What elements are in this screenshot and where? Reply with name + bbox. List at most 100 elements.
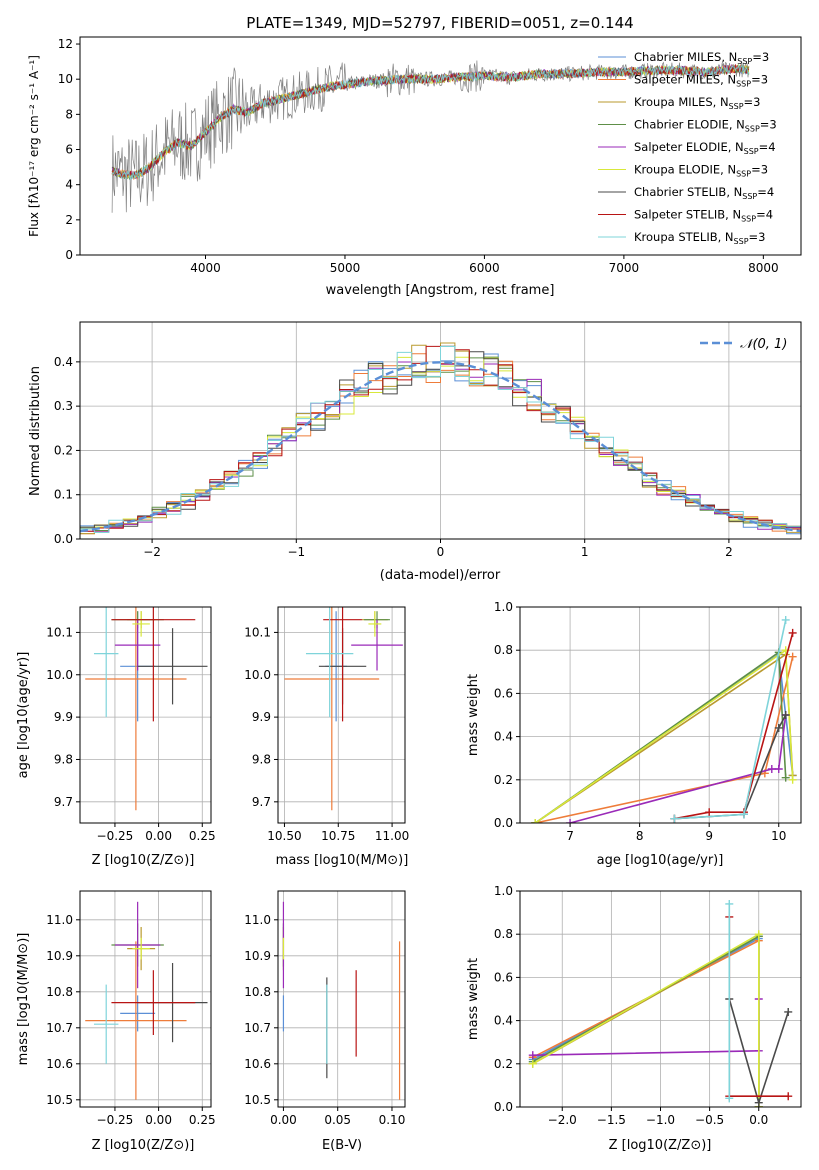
x-tick-label: 0.00: [145, 1113, 172, 1127]
axes-frame: [79, 890, 212, 1108]
x-tick-label: 5000: [330, 261, 361, 275]
x-tick-label: 0: [437, 545, 445, 559]
weight-line: [674, 714, 787, 820]
weight-line: [532, 935, 760, 1107]
x-tick-label: −2: [143, 545, 161, 559]
y-tick-label: 0.8: [494, 927, 513, 941]
y-tick-label: 9.9: [54, 710, 73, 724]
wAge-ylabel: mass weight: [466, 674, 481, 756]
weight-marker: [566, 819, 575, 823]
y-tick-label: 4: [65, 178, 73, 192]
ageZ-ylabel: age [log10(age/yr)]: [16, 652, 31, 779]
x-tick-label: 7: [566, 829, 574, 843]
age-vs-mass-panel: 10.50 10.75 11.00 9.7 9.8 9.9 10.0 10.1: [244, 606, 409, 843]
weight-line: [532, 939, 760, 1107]
spectrum-panel: 4000 5000 6000 7000 8000 0 2 4 6 8 10 12 Chabrier MI…: [58, 36, 802, 275]
x-tick-label: 6000: [469, 261, 500, 275]
y-tick-label: 11.0: [46, 913, 73, 927]
x-tick-label: −1: [287, 545, 305, 559]
y-tick-label: 0.3: [54, 399, 73, 413]
massZ-xlabel: Z [log10(Z/Z⊙)]: [92, 1138, 195, 1153]
plot-area: [80, 342, 801, 535]
weight-marker: [754, 930, 763, 939]
plot-area: [85, 607, 208, 811]
legend-entry: Kroupa STELIB, NSSP=3: [634, 230, 765, 246]
axes-frame: [79, 36, 802, 256]
weight-line: [532, 999, 760, 1056]
y-tick-label: 0.2: [494, 1057, 513, 1071]
weight-marker: [781, 615, 790, 624]
legend-entry: Salpeter MILES, NSSP=3: [634, 73, 768, 89]
y-tick-label: 10.0: [244, 668, 271, 682]
y-tick-label: 0.2: [54, 443, 73, 457]
x-tick-label: 0.00: [270, 1113, 297, 1127]
x-tick-label: −0.25: [97, 829, 134, 843]
y-tick-label: 0.8: [494, 643, 513, 657]
plot-area: [85, 901, 208, 1100]
axes-frame: [277, 890, 406, 1108]
residual-histogram: [80, 346, 801, 533]
weight-marker: [774, 765, 783, 773]
y-tick-label: 1.0: [494, 600, 513, 614]
data-spectrum-line: [111, 60, 750, 213]
x-tick-label: 10.50: [267, 829, 301, 843]
legend-entry: 𝒩(0, 1): [740, 337, 787, 352]
x-tick-label: 0.05: [324, 1113, 351, 1127]
y-tick-label: 6: [65, 143, 73, 157]
weight-marker: [767, 765, 776, 773]
x-tick-label: 0.10: [379, 1113, 406, 1127]
x-tick-label: −1.0: [646, 1113, 675, 1127]
y-tick-label: 10.1: [244, 625, 271, 639]
weight-vs-metallicity-panel: −2.0 −1.5 −1.0 −0.5 0.0 0.0 0.2 0.4 0.6 0.8 1.0: [494, 884, 802, 1127]
y-tick-label: 0: [65, 248, 73, 262]
weight-marker: [781, 711, 790, 719]
y-tick-label: 0.0: [494, 816, 513, 830]
y-tick-label: 10.8: [46, 985, 73, 999]
y-tick-label: 0.6: [494, 686, 513, 700]
x-tick-label: 1: [581, 545, 589, 559]
y-tick-label: 2: [65, 213, 73, 227]
y-tick-label: 9.9: [252, 710, 271, 724]
y-tick-label: 10: [58, 72, 73, 86]
age-vs-metallicity-panel: −0.25 0.00 0.25 9.7 9.8 9.9 10.0 10.1: [46, 606, 216, 843]
x-tick-label: 4000: [190, 261, 221, 275]
weight-line: [532, 935, 760, 1107]
plot-area: [284, 607, 403, 811]
residuals-xlabel: (data-model)/error: [380, 568, 501, 583]
y-tick-label: 10.7: [244, 1021, 271, 1035]
wAge-xlabel: age [log10(age/yr)]: [597, 853, 724, 868]
wZ-ylabel: mass weight: [466, 958, 481, 1040]
y-tick-label: 9.7: [54, 795, 73, 809]
weight-line: [532, 937, 760, 1107]
y-tick-label: 0.1: [54, 488, 73, 502]
weight-marker: [670, 814, 679, 823]
y-tick-label: 9.8: [252, 752, 271, 766]
y-tick-label: 0.6: [494, 970, 513, 984]
y-tick-label: 0.4: [54, 355, 73, 369]
legend-entry: Salpeter STELIB, NSSP=4: [634, 208, 773, 224]
y-tick-label: 10.9: [244, 949, 271, 963]
x-tick-label: −0.5: [695, 1113, 724, 1127]
y-tick-label: 10.5: [46, 1093, 73, 1107]
y-tick-label: 11.0: [244, 913, 271, 927]
x-tick-label: 11.00: [375, 829, 409, 843]
weight-marker: [754, 1098, 763, 1107]
weight-marker: [528, 1051, 537, 1060]
y-tick-label: 0.4: [494, 730, 513, 744]
x-tick-label: 0.00: [145, 829, 172, 843]
y-tick-label: 9.7: [252, 795, 271, 809]
legend-entry: Kroupa MILES, NSSP=3: [634, 95, 760, 111]
axes-frame: [79, 606, 212, 824]
y-tick-label: 10.5: [244, 1093, 271, 1107]
x-tick-label: 8000: [748, 261, 779, 275]
y-tick-label: 12: [58, 37, 73, 51]
plot-area: [111, 60, 750, 213]
legend-entry: Chabrier STELIB, NSSP=4: [634, 185, 774, 201]
weight-marker: [774, 723, 783, 732]
plot-area: [531, 615, 797, 823]
mass-vs-ebv-panel: 0.00 0.05 0.10 10.5 10.6 10.7 10.8 10.9 11.0: [244, 890, 406, 1127]
legend-entry: Kroupa ELODIE, NSSP=3: [634, 163, 768, 179]
residuals-ylabel: Normed distribution: [28, 366, 43, 496]
mass-vs-metallicity-panel: −0.25 0.00 0.25 10.5 10.6 10.7 10.8 10.9 11.0: [46, 890, 216, 1127]
legend-entry: Salpeter ELODIE, NSSP=4: [634, 140, 776, 156]
